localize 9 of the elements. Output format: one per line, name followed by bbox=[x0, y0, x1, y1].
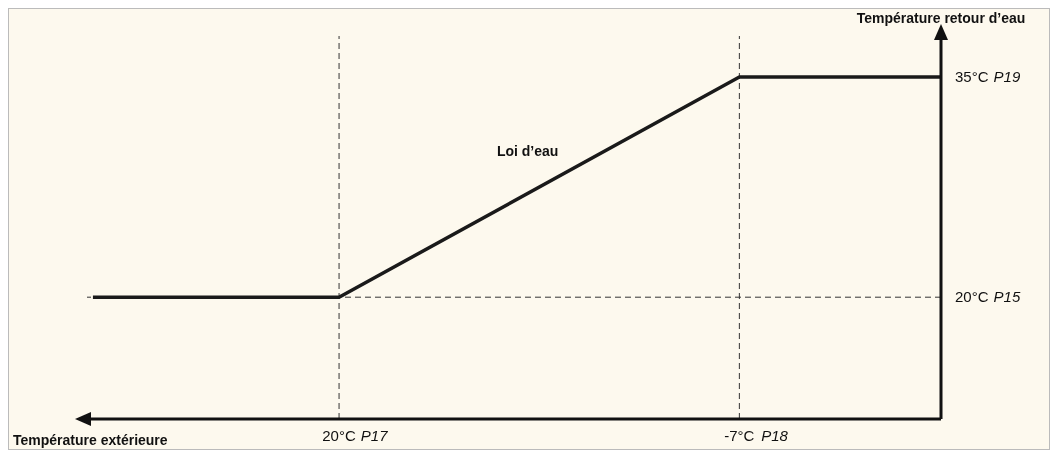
x-tick-label: -7°C bbox=[724, 427, 755, 444]
text: P19 bbox=[993, 68, 1021, 86]
text: P15 bbox=[993, 288, 1021, 306]
annotation: Loi d’eau bbox=[496, 143, 559, 160]
text: P17 bbox=[360, 427, 389, 444]
y-axis-title: Température retour d’eau bbox=[856, 10, 1026, 26]
y-tick-label: 35°C bbox=[955, 68, 989, 86]
text: P18 bbox=[761, 427, 789, 444]
x-axis-title: Température extérieure bbox=[13, 432, 168, 448]
